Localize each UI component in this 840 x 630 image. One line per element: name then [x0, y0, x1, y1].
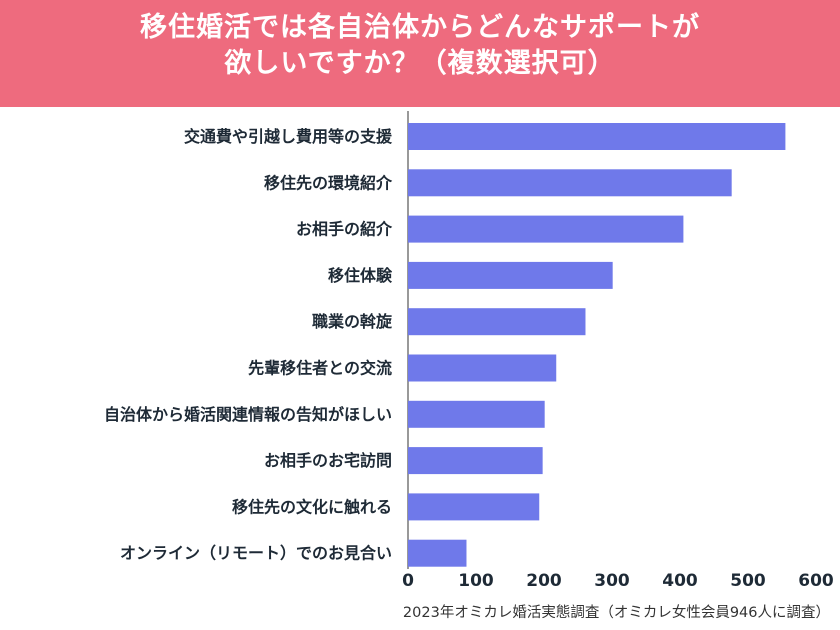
- x-tick-label: 0: [402, 571, 414, 591]
- category-label: 職業の斡旋: [312, 312, 393, 331]
- bar: [408, 539, 467, 567]
- x-tick-label: 600: [798, 571, 834, 591]
- category-label: 移住先の文化に触れる: [232, 497, 392, 516]
- chart-title-line1: 移住婚活では各自治体からどんなサポートが: [140, 12, 700, 43]
- chart-area: 交通費や引越し費用等の支援移住先の環境紹介お相手の紹介移住体験職業の斡旋先輩移住…: [0, 107, 840, 600]
- category-label: 移住体験: [328, 266, 393, 285]
- title-banner: 移住婚活では各自治体からどんなサポートが 欲しいですか？（複数選択可）: [0, 0, 840, 107]
- category-label: 自治体から婚活関連情報の告知がほしい: [104, 405, 392, 424]
- category-label: 交通費や引越し費用等の支援: [184, 127, 393, 146]
- category-label: お相手の紹介: [296, 220, 393, 239]
- category-label: オンライン（リモート）でのお見合い: [120, 544, 392, 563]
- x-tick-label: 300: [594, 571, 630, 591]
- bar: [408, 493, 540, 521]
- bar: [408, 261, 613, 289]
- x-tick-label: 100: [458, 571, 494, 591]
- bar-chart: 交通費や引越し費用等の支援移住先の環境紹介お相手の紹介移住体験職業の斡旋先輩移住…: [104, 111, 834, 591]
- bar: [408, 447, 543, 475]
- category-label: お相手のお宅訪問: [264, 451, 392, 470]
- bar: [408, 308, 586, 336]
- chart-title-line2: 欲しいですか？（複数選択可）: [224, 48, 616, 79]
- bar: [408, 400, 545, 428]
- source-note: 2023年オミカレ婚活実態調査（オミカレ女性会員946人に調査）: [402, 605, 830, 621]
- bar: [408, 123, 786, 150]
- bar: [408, 215, 684, 243]
- bar: [408, 169, 732, 197]
- category-label: 先輩移住者との交流: [248, 359, 392, 378]
- x-tick-label: 400: [662, 571, 698, 591]
- category-label: 移住先の環境紹介: [264, 173, 393, 192]
- x-tick-label: 200: [526, 571, 562, 591]
- x-tick-label: 500: [730, 571, 766, 591]
- bar: [408, 354, 557, 382]
